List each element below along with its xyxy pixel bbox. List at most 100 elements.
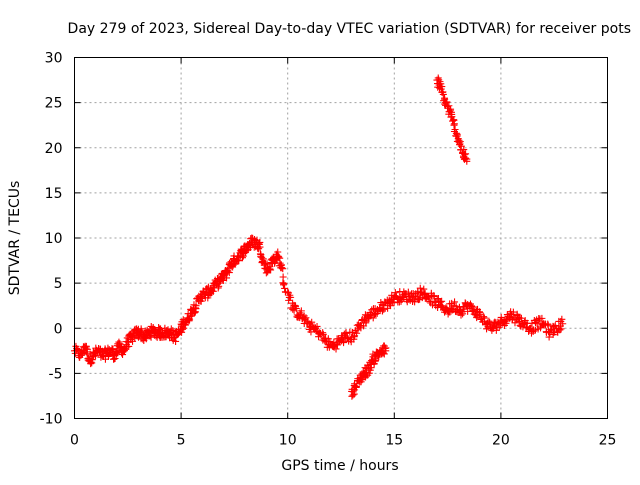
data-point-main-arc	[111, 355, 119, 362]
data-point-low-segment	[556, 326, 564, 334]
data-point-main-arc	[201, 290, 209, 298]
data-point-low-segment	[292, 304, 300, 312]
data-point-short-arc	[367, 364, 375, 372]
x-tick-label: 0	[70, 433, 79, 449]
data-point-low-segment	[438, 302, 446, 310]
data-point-low-segment	[451, 298, 459, 306]
data-point-high-arc	[461, 154, 469, 162]
data-point-high-arc	[463, 157, 471, 165]
data-point-main-arc	[172, 337, 180, 345]
data-point-high-arc	[450, 120, 458, 128]
data-point-low-segment	[307, 328, 315, 336]
data-point-main-arc	[281, 284, 289, 292]
data-point-low-segment	[514, 313, 522, 321]
data-point-low-segment	[545, 333, 553, 341]
data-point-low-segment	[517, 314, 525, 322]
data-point-low-segment	[416, 284, 424, 292]
y-tick-labels: -10 -5 0 5 10 15 20 25 30	[40, 51, 63, 428]
y-tick-label: 15	[45, 186, 63, 202]
data-point-low-segment	[404, 288, 412, 296]
data-point-low-segment	[391, 289, 399, 297]
data-point-main-arc	[259, 255, 267, 263]
y-tick-label: 5	[54, 276, 63, 292]
data-point-low-segment	[492, 326, 500, 334]
data-point-high-arc	[451, 126, 459, 134]
data-point-low-segment	[485, 317, 493, 325]
data-point-main-arc	[275, 253, 283, 261]
data-point-main-arc	[192, 305, 200, 313]
data-point-main-arc	[180, 324, 188, 332]
y-tick-label: 0	[54, 321, 63, 337]
y-axis-title: SDTVAR / TECUs	[7, 181, 23, 296]
x-tick-label: 10	[279, 433, 297, 449]
data-point-low-segment	[287, 293, 295, 301]
y-tick-label: -5	[49, 366, 63, 382]
data-point-main-arc	[179, 325, 187, 333]
data-point-low-segment	[459, 310, 467, 318]
y-tick-label: -10	[40, 412, 63, 428]
data-point-main-arc	[215, 282, 223, 290]
chart-title: Day 279 of 2023, Sidereal Day-to-day VTE…	[68, 21, 631, 37]
data-point-main-arc	[278, 264, 286, 272]
data-point-main-arc	[279, 265, 287, 273]
x-tick-labels: 0 5 10 15 20 25	[70, 433, 616, 449]
data-point-low-segment	[340, 339, 348, 347]
data-point-short-arc	[380, 350, 388, 358]
data-point-low-segment	[476, 309, 484, 317]
data-point-low-segment	[452, 302, 460, 310]
data-point-low-segment	[319, 330, 327, 338]
data-point-high-arc	[445, 102, 453, 110]
data-point-low-segment	[313, 322, 321, 330]
data-point-low-segment	[302, 314, 310, 322]
data-point-low-segment	[457, 311, 465, 319]
data-point-short-arc	[382, 347, 390, 355]
data-point-low-segment	[480, 313, 488, 321]
x-tick-label: 25	[599, 433, 617, 449]
data-point-low-segment	[544, 321, 552, 329]
data-point-low-segment	[558, 315, 566, 323]
plot-frame	[74, 57, 608, 419]
y-tick-label: 10	[45, 231, 63, 247]
x-tick-label: 20	[492, 433, 510, 449]
data-point-main-arc	[169, 326, 177, 334]
data-point-main-arc	[88, 356, 96, 364]
data-point-main-arc	[267, 266, 275, 274]
data-point-main-arc	[83, 345, 91, 353]
data-point-main-arc	[223, 274, 231, 282]
data-point-low-segment	[473, 314, 481, 322]
data-point-short-arc	[365, 369, 373, 377]
data-point-low-segment	[380, 305, 388, 313]
grid-lines	[74, 57, 608, 419]
data-point-low-segment	[319, 329, 327, 337]
data-point-low-segment	[386, 302, 394, 310]
data-point-low-segment	[369, 314, 377, 322]
data-point-main-arc	[167, 325, 175, 333]
data-point-low-segment	[469, 306, 477, 314]
data-point-low-segment	[308, 318, 316, 326]
data-points	[71, 74, 567, 400]
data-point-low-segment	[538, 314, 546, 322]
data-point-low-segment	[340, 330, 348, 338]
y-tick-label: 20	[45, 141, 63, 157]
data-point-main-arc	[82, 342, 90, 350]
x-axis-title: GPS time / hours	[281, 458, 398, 474]
data-point-low-segment	[353, 329, 361, 337]
data-point-main-arc	[112, 348, 120, 356]
data-point-short-arc	[352, 382, 360, 390]
data-point-low-segment	[297, 307, 305, 315]
data-point-short-arc	[349, 391, 357, 399]
data-point-high-arc	[443, 98, 451, 106]
data-point-main-arc	[108, 345, 116, 353]
data-point-short-arc	[372, 356, 380, 364]
data-point-high-arc	[460, 146, 468, 154]
data-point-main-arc	[280, 280, 288, 288]
data-point-main-arc	[225, 269, 233, 277]
data-point-main-arc	[190, 309, 198, 317]
y-tick-label: 30	[45, 51, 63, 67]
data-point-low-segment	[468, 302, 476, 310]
data-point-low-segment	[559, 320, 567, 328]
data-point-high-arc	[439, 90, 447, 98]
data-point-main-arc	[235, 257, 243, 265]
